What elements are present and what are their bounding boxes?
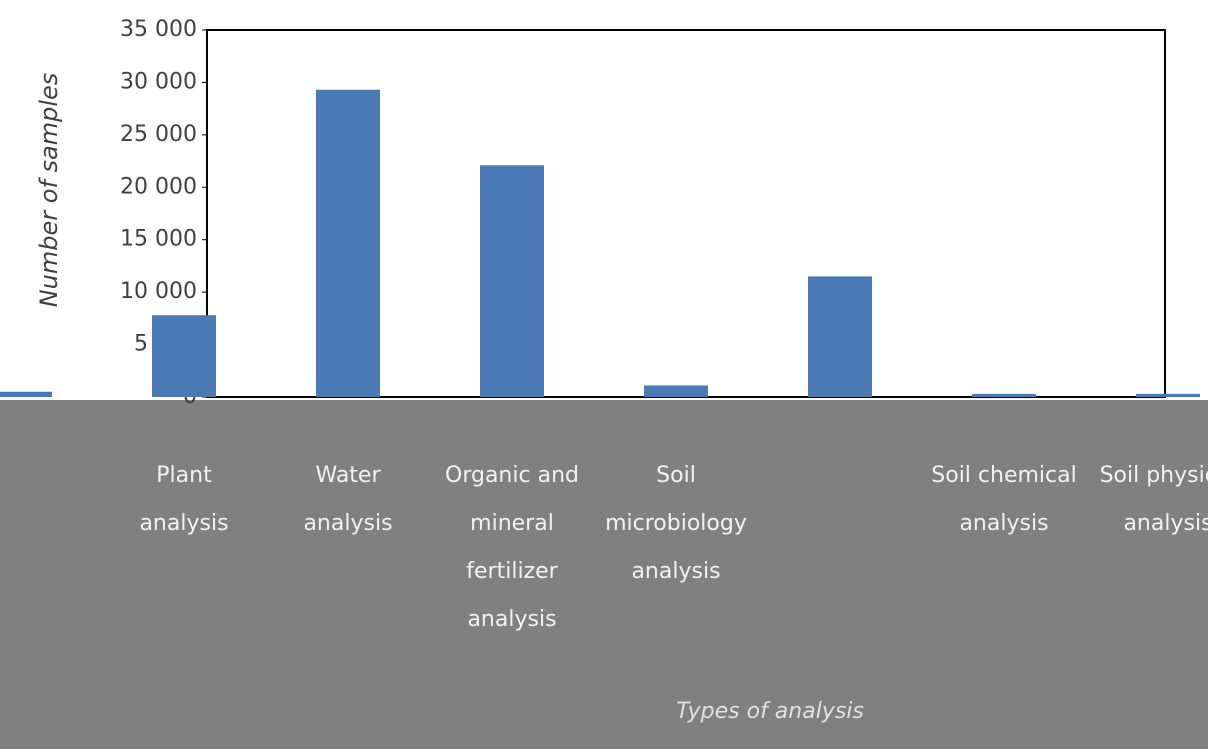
y-tick-label: 20 000: [120, 174, 197, 199]
y-tick-label: 15 000: [120, 227, 197, 252]
bar: [808, 276, 872, 397]
x-tick-label: Organic and mineral fertilizer analysis: [445, 463, 579, 632]
y-axis-title: Number of samples: [35, 73, 63, 308]
x-tick-label: Plant analysis: [139, 463, 229, 536]
x-tick-label: Soil physical analysis: [1099, 463, 1208, 536]
bar: [644, 385, 708, 397]
x-tick-label: Soil chemical analysis: [931, 463, 1077, 536]
y-tick-label: 35 000: [120, 17, 197, 42]
x-axis-title: Types of analysis: [676, 699, 864, 724]
y-tick-label: 10 000: [120, 279, 197, 304]
lower-panel: [0, 400, 1208, 749]
bar: [1136, 393, 1200, 397]
x-tick-label: Soil microbiology analysis: [605, 463, 747, 584]
bar: [972, 393, 1036, 397]
bar: [480, 165, 544, 397]
y-tick-label: 30 000: [120, 69, 197, 94]
bar: [316, 89, 380, 398]
y-tick-label: 25 000: [120, 122, 197, 147]
bar: [152, 315, 216, 397]
x-tick-label: Water analysis: [303, 463, 393, 536]
bar: [0, 391, 52, 397]
